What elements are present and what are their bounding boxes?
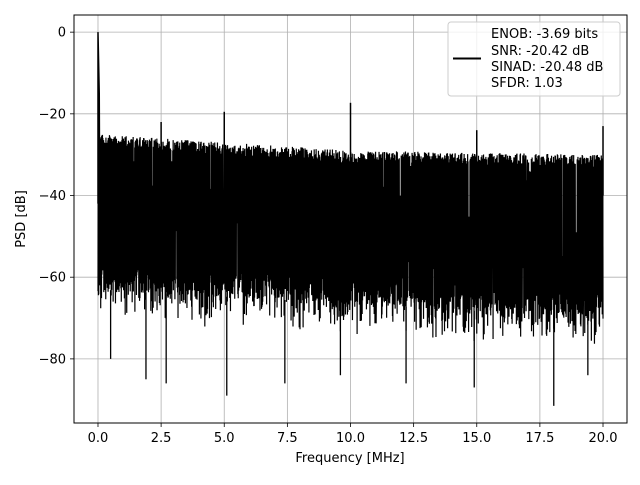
x-tick-label: 12.5 (399, 431, 428, 446)
legend-sinad: SINAD: -20.48 dB (491, 60, 603, 75)
x-tick-label: 2.5 (151, 431, 172, 446)
y-tick-label: −80 (39, 352, 66, 367)
y-tick-label: −20 (39, 107, 66, 122)
legend-snr: SNR: -20.42 dB (491, 44, 589, 59)
x-tick-label: 15.0 (462, 431, 491, 446)
series-line-group (97, 32, 604, 406)
x-tick-label: 7.5 (277, 431, 298, 446)
x-tick-label: 20.0 (589, 431, 618, 446)
y-axis-label: PSD [dB] (14, 190, 29, 248)
y-tick-label: −60 (39, 271, 66, 286)
axis-ticks: 0.0 2.5 5.0 7.5 10.0 12.5 15.0 17.5 20.0 0 −20 −40 −… (39, 26, 618, 446)
legend-sfdr: SFDR: 1.03 (491, 76, 563, 91)
x-axis-label: Frequency [MHz] (295, 451, 404, 466)
x-tick-label: 17.5 (525, 431, 554, 446)
psd-dc-spike (97, 32, 101, 286)
legend-box (447, 21, 621, 97)
x-tick-label: 10.0 (336, 431, 365, 446)
legend: ENOB: -3.69 bits SNR: -20.42 dB SINAD: -… (447, 21, 621, 97)
x-tick-label: 0.0 (88, 431, 109, 446)
x-tick-label: 5.0 (214, 431, 235, 446)
y-tick-label: −40 (39, 189, 66, 204)
y-tick-label: 0 (58, 26, 66, 41)
legend-enob: ENOB: -3.69 bits (491, 27, 598, 42)
